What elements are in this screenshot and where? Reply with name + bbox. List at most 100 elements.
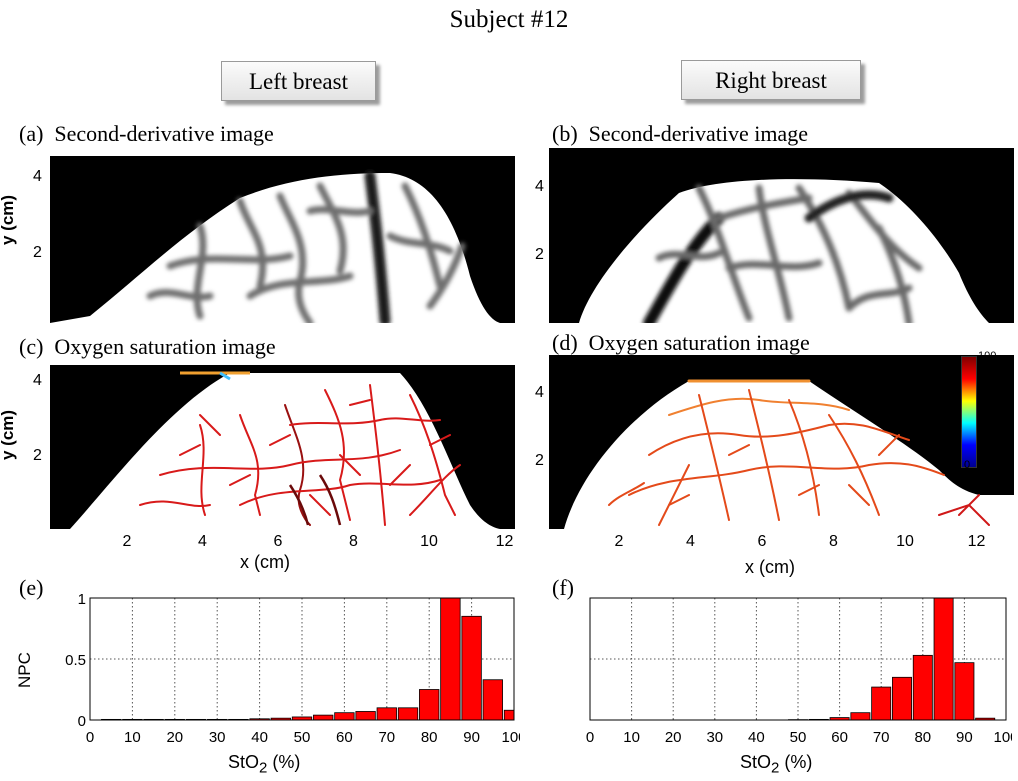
histogram-bar (892, 676, 912, 721)
x-tick-label: 20 (166, 729, 183, 746)
x-axis-label-f-unit: (%) (779, 752, 813, 772)
image-x-tick: 4 (198, 533, 207, 550)
x-tick-label: 60 (336, 729, 353, 746)
histogram-bar (933, 597, 954, 721)
histogram-bar (334, 712, 355, 721)
panel-a-letter: (a) (19, 121, 44, 146)
histogram-bar (850, 712, 871, 721)
histogram-bar (376, 707, 397, 721)
histogram-bar (503, 709, 515, 721)
histogram-bar (313, 714, 334, 721)
panel-a-label: (a) Second-derivative image (19, 121, 274, 147)
colorbar-tick-0: 0 (964, 459, 971, 471)
image-x-tick: 6 (273, 533, 283, 550)
image-x-tick: 4 (686, 533, 695, 550)
image-x-tick: 10 (420, 533, 438, 550)
panel-c-title: Oxygen saturation image (54, 334, 276, 359)
colorbar-gradient (962, 357, 976, 467)
x-tick-label: 40 (251, 729, 268, 746)
x-tick-label: 100 (501, 729, 520, 746)
x-axis-label-f-main: StO (740, 752, 772, 772)
y-tick-a-4: 4 (33, 168, 42, 185)
panel-c-svg: #12-Lcc (56, 371, 500, 529)
histogram-bar (355, 711, 376, 721)
x-tick-label: 70 (873, 729, 890, 746)
x-tick-label: 0 (86, 729, 94, 746)
right-breast-label: Right breast (681, 60, 861, 100)
colorbar (961, 356, 977, 468)
panel-c-image: #12-Lcc (50, 365, 515, 529)
x-tick-label: 60 (831, 729, 848, 746)
histogram-bar (461, 615, 482, 721)
panel-b-letter: (b) (552, 121, 578, 146)
left-breast-label: Left breast (221, 61, 376, 101)
panel-d-label: (d) Oxygen saturation image (552, 330, 810, 356)
x-tick-label: 70 (378, 729, 395, 746)
x-axis-label-e-main: StO (228, 752, 260, 772)
histogram-bar (912, 654, 933, 721)
panel-c-label: (c) Oxygen saturation image (19, 334, 276, 360)
histogram-bar (482, 679, 503, 721)
x-ticks-right: 2 4 6 8 10 12 (509, 533, 1018, 553)
x-tick-label: 80 (914, 729, 931, 746)
panel-e-letter: (e) (19, 575, 44, 600)
x-tick-label: 80 (421, 729, 438, 746)
y-tick-b-2: 2 (535, 246, 544, 263)
colorbar-label-unit: (%) (981, 472, 1002, 484)
panel-a-title: Second-derivative image (54, 121, 274, 146)
plot-frame (89, 597, 515, 721)
x-axis-label-e: StO2 (%) (228, 752, 300, 777)
image-x-tick: 12 (495, 533, 514, 550)
histogram-bar (419, 689, 440, 721)
x-axis-label-e-unit: (%) (267, 752, 301, 772)
image-x-tick: 10 (896, 533, 914, 550)
panel-b-svg: #12-Rcc (555, 157, 989, 323)
x-ticks-left: 2 4 6 8 10 12 (0, 533, 514, 553)
y-tick-label: 1 (78, 591, 86, 608)
y-tick-c-4: 4 (33, 372, 42, 389)
x-tick-label: 30 (209, 729, 226, 746)
image-x-tick: 2 (614, 533, 624, 550)
panel-b-label: (b) Second-derivative image (552, 121, 808, 147)
panel-a-tag: #12-Lcc (56, 165, 113, 182)
x-axis-label-f: StO2 (%) (740, 752, 812, 777)
x-axis-label-e-sub: 2 (259, 759, 268, 777)
x-tick-label: 20 (665, 729, 682, 746)
colorbar-label-sub: 2 (975, 476, 981, 487)
panel-b-image: #12-Rcc (549, 148, 1014, 323)
panel-c-tag: #12-Lcc (56, 372, 113, 389)
panel-f-letter: (f) (552, 575, 574, 600)
plot-frame (589, 597, 1007, 721)
x-tick-label: 100 (993, 729, 1012, 746)
panel-b-tag: #12-Rcc (555, 157, 615, 174)
histogram-bar (954, 662, 975, 721)
panel-d-svg: #12-Rcc (555, 369, 1014, 529)
y-tick-label: 0.5 (65, 652, 86, 669)
panel-d-letter: (d) (552, 330, 578, 355)
x-tick-label: 50 (790, 729, 807, 746)
x-axis-label-c: x (cm) (240, 552, 290, 572)
y-tick-a-2: 2 (33, 244, 42, 261)
x-tick-label: 40 (748, 729, 765, 746)
histogram-f: 0 10 20 30 40 50 60 70 80 90 100 (586, 597, 1012, 746)
x-tick-label: 90 (956, 729, 973, 746)
image-x-tick: 12 (967, 533, 986, 550)
histogram-bar (397, 707, 419, 721)
panel-a-svg: #12-Lcc (50, 165, 500, 323)
histogram-e: 0 10 20 30 40 50 60 70 80 90 100 0 0.5 1 (65, 591, 520, 746)
image-x-tick: 6 (757, 533, 767, 550)
image-x-tick: 8 (349, 533, 358, 550)
image-x-tick: 2 (122, 533, 132, 550)
image-x-tick: 8 (829, 533, 838, 550)
y-axis-label-e: NPC (15, 652, 34, 688)
x-tick-label: 10 (623, 729, 640, 746)
colorbar-tick-50: 50 (978, 404, 991, 416)
x-tick-label: 10 (124, 729, 141, 746)
x-axis-label-f-sub: 2 (771, 759, 780, 777)
colorbar-label-main: SO (960, 472, 976, 484)
histogram-bar (440, 597, 461, 721)
x-tick-label: 90 (463, 729, 480, 746)
figure-title: Subject #12 (449, 6, 569, 33)
x-tick-label: 0 (586, 729, 594, 746)
x-tick-label: 50 (294, 729, 311, 746)
